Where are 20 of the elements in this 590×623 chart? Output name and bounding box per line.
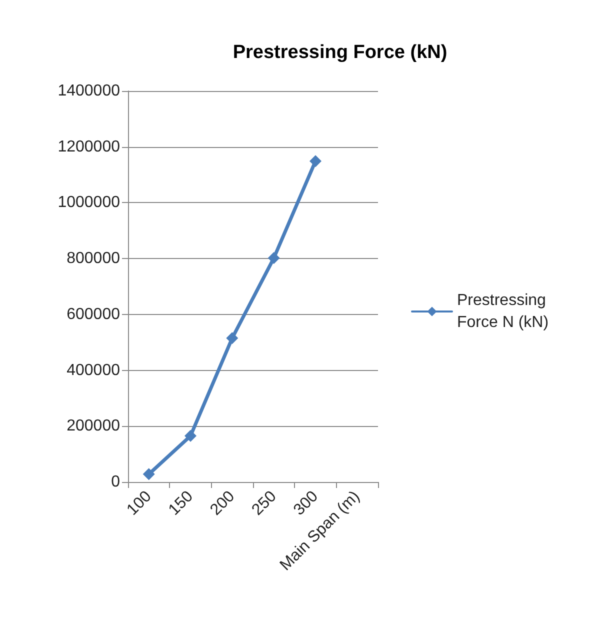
point [310, 155, 322, 168]
y-tick-label: 200000 [66, 418, 120, 435]
x-tick-label: 250 [248, 488, 280, 519]
x-tick-label: 150 [166, 488, 197, 519]
y-tick-label: 800000 [66, 250, 120, 268]
y-tick-label: 1000000 [58, 194, 120, 212]
point [226, 332, 238, 344]
y-tick-label: 1200000 [58, 138, 120, 156]
chart-title: Prestressing Force (kN) [232, 42, 448, 63]
x-tick-label: 200 [207, 488, 238, 519]
y-tick-label: 400000 [66, 362, 120, 379]
point [268, 252, 280, 264]
point [142, 468, 155, 480]
legend-label: Prestressing Force N (kN) [457, 292, 550, 331]
y-tick-label: 600000 [66, 306, 120, 323]
x-tick-label: 300 [290, 488, 322, 519]
x-tick-label: 100 [124, 488, 155, 519]
y-tick-label: 0 [111, 474, 120, 490]
y-tick-label: 1400000 [58, 82, 120, 100]
point [184, 430, 196, 442]
